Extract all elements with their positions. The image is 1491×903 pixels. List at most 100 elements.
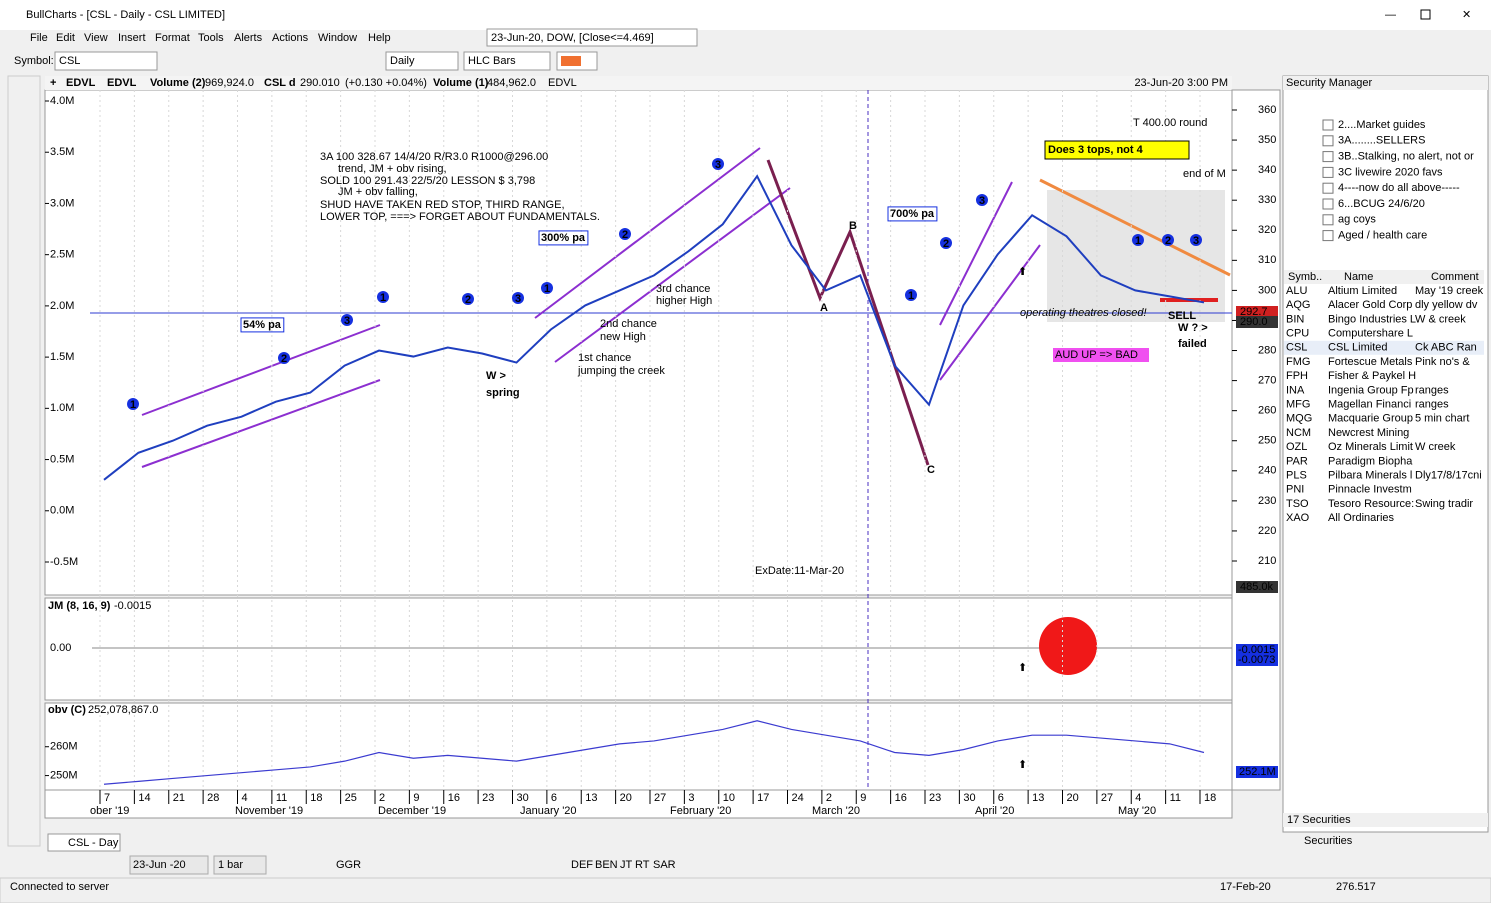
cell[interactable]: ALU	[1286, 285, 1307, 297]
cell[interactable]: Magellan Financi	[1328, 399, 1411, 411]
cell[interactable]: INA	[1286, 384, 1305, 396]
menu-item[interactable]: Tools	[198, 32, 224, 44]
bars[interactable]: 1 bar	[218, 859, 243, 871]
tree-item[interactable]: Aged / health care	[1338, 230, 1427, 242]
cell[interactable]: BIN	[1286, 313, 1304, 325]
cell[interactable]: Tesoro Resource:	[1328, 498, 1414, 510]
wave-label: 3	[344, 315, 350, 327]
watchlist[interactable]: RT	[635, 859, 650, 871]
menu-item[interactable]: File	[30, 32, 48, 44]
tree-item[interactable]: ag coys	[1338, 214, 1376, 226]
tree-item[interactable]: 6...BCUG 24/6/20	[1338, 198, 1425, 210]
cell[interactable]: MFG	[1286, 399, 1310, 411]
cell[interactable]: Pinnacle Investm	[1328, 484, 1412, 496]
layout[interactable]: GGR	[336, 859, 361, 871]
cell[interactable]: W & creek	[1415, 313, 1466, 325]
cell[interactable]: Macquarie Group	[1328, 413, 1413, 425]
cell[interactable]: Swing tradir	[1415, 498, 1473, 510]
bars-box[interactable]	[213, 855, 267, 875]
date-box[interactable]	[129, 855, 209, 875]
watchlist[interactable]: JT	[620, 859, 633, 871]
cell[interactable]: NCM	[1286, 427, 1311, 439]
cell[interactable]: Paradigm Biopha	[1328, 455, 1413, 467]
cell[interactable]: Computershare L	[1328, 328, 1413, 340]
menu-item[interactable]: Insert	[118, 32, 146, 44]
chart-tab-label[interactable]: CSL - Day	[68, 837, 119, 849]
tree-icon	[1322, 230, 1334, 242]
menu-item[interactable]: Alerts	[234, 32, 263, 44]
cell[interactable]: TSO	[1286, 498, 1309, 510]
cell[interactable]: ranges	[1415, 384, 1449, 396]
cell[interactable]: MQG	[1286, 413, 1312, 425]
period[interactable]: Daily	[390, 55, 415, 67]
cell[interactable]: Bingo Industries L	[1328, 313, 1416, 325]
tree-item[interactable]: 3B..Stalking, no alert, not or	[1338, 151, 1474, 163]
cell[interactable]: AQG	[1286, 299, 1310, 311]
watchlist[interactable]: DEF	[571, 859, 593, 871]
maximize[interactable]	[1420, 9, 1431, 20]
menu-item[interactable]: Actions	[272, 32, 309, 44]
cell[interactable]: dly yellow dv	[1415, 299, 1478, 311]
cell[interactable]: Altium Limited	[1328, 285, 1397, 297]
close[interactable]: ✕	[1462, 9, 1471, 21]
cell[interactable]: CSL	[1286, 342, 1307, 354]
cell[interactable]: Fisher & Paykel H	[1328, 370, 1416, 382]
chart-tab[interactable]	[47, 833, 121, 852]
cell[interactable]: PNI	[1286, 484, 1304, 496]
cell[interactable]: Ingenia Group Fp	[1328, 384, 1414, 396]
tree-item[interactable]: 4----now do all above-----	[1338, 182, 1460, 194]
column-header[interactable]: Comment	[1431, 271, 1479, 283]
jm-tag-label: -0.0073	[1238, 654, 1275, 666]
cell[interactable]: Pilbara Minerals l	[1328, 470, 1412, 482]
menu-item[interactable]: Format	[155, 32, 190, 44]
header-item: 290.010	[300, 77, 340, 89]
alert-filter[interactable]: 23-Jun-20, DOW, [Close<=4.469]	[491, 32, 654, 44]
style-box[interactable]	[463, 51, 551, 71]
column-header[interactable]: Symb..	[1288, 271, 1322, 283]
x-tick-label: 10	[723, 792, 735, 804]
cell[interactable]: Alacer Gold Corp	[1328, 299, 1412, 311]
minimize[interactable]: —	[1385, 9, 1396, 21]
chart-style[interactable]: HLC Bars	[468, 55, 516, 67]
month-label: November '19	[235, 805, 303, 817]
watchlist[interactable]: SAR	[653, 859, 676, 871]
cell[interactable]: OZL	[1286, 441, 1307, 453]
menu-item[interactable]: Window	[318, 32, 357, 44]
cell[interactable]: All Ordinaries	[1328, 512, 1395, 524]
tree-item[interactable]: 2....Market guides	[1338, 119, 1426, 131]
cell[interactable]: Ck ABC Ran	[1415, 342, 1477, 354]
menu-item[interactable]: Help	[368, 32, 391, 44]
tree-item[interactable]: 3A........SELLERS	[1338, 135, 1425, 147]
menu-item[interactable]: Edit	[56, 32, 75, 44]
cell[interactable]: W creek	[1415, 441, 1456, 453]
cell[interactable]: Newcrest Mining	[1328, 427, 1409, 439]
header-item: +	[50, 77, 56, 89]
cell[interactable]: XAO	[1286, 512, 1310, 524]
cell[interactable]: Oz Minerals Limit	[1328, 441, 1413, 453]
column-header[interactable]: Name	[1344, 271, 1373, 283]
sm-count: 17 Securities	[1287, 814, 1351, 826]
cell[interactable]: Fortescue Metals	[1328, 356, 1413, 368]
alert-dropdown[interactable]	[486, 28, 698, 47]
cell[interactable]: PAR	[1286, 455, 1308, 467]
sm-tab[interactable]: Securities	[1304, 835, 1353, 847]
cell[interactable]: May '19 creek	[1415, 285, 1484, 297]
period-box[interactable]	[385, 51, 459, 71]
menu-item[interactable]: View	[84, 32, 108, 44]
cell[interactable]: 5 min chart	[1415, 413, 1469, 425]
tree-item[interactable]: 3C livewire 2020 favs	[1338, 166, 1443, 178]
cell[interactable]: Pink no's &	[1415, 356, 1470, 368]
date[interactable]: 23-Jun -20	[133, 859, 186, 871]
cell[interactable]: PLS	[1286, 470, 1307, 482]
watchlist[interactable]: BEN	[595, 859, 618, 871]
cell[interactable]: Dly17/8/17cni	[1415, 470, 1482, 482]
wave-label: 1	[544, 283, 550, 295]
obv-tag	[1236, 766, 1278, 778]
cell[interactable]: FPH	[1286, 370, 1308, 382]
cell[interactable]: ranges	[1415, 399, 1449, 411]
cell[interactable]: CSL Limited	[1328, 342, 1388, 354]
cell[interactable]: CPU	[1286, 328, 1309, 340]
symbol-box[interactable]	[54, 51, 158, 71]
symbol[interactable]: CSL	[59, 55, 80, 67]
cell[interactable]: FMG	[1286, 356, 1310, 368]
